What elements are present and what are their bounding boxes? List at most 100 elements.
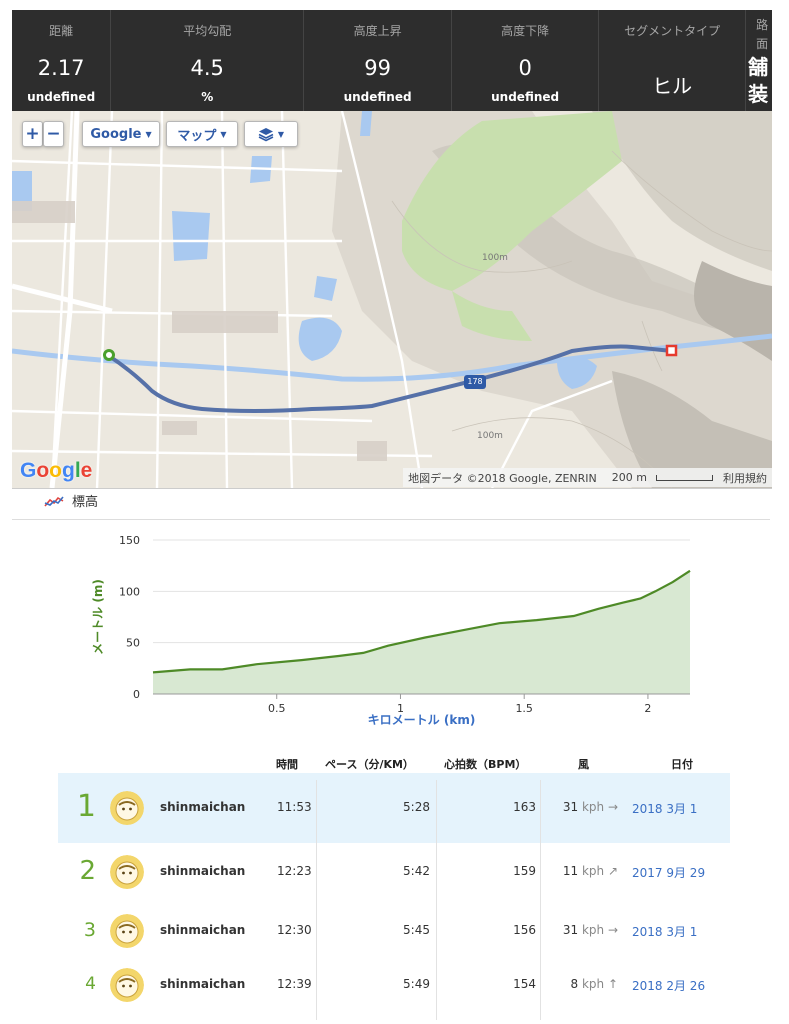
google-logo[interactable]: Google xyxy=(20,459,93,482)
activity-date-link[interactable]: 2017 9月 29 xyxy=(632,866,706,880)
stat-label: 平均勾配 xyxy=(183,24,232,38)
time-value: 12:30 xyxy=(277,923,312,937)
elevation-line xyxy=(152,569,691,674)
wind-unit: kph xyxy=(581,923,605,937)
map-terms-link[interactable]: 利用規約 xyxy=(723,471,767,485)
map-type-dropdown[interactable]: マップ ▼ xyxy=(166,121,238,147)
wind-speed: 11 xyxy=(562,864,579,878)
segment-map[interactable]: + − Google ▼ マップ ▼ ▼ 178 100m 100m Google … xyxy=(12,111,772,489)
time-value: 12:23 xyxy=(277,864,312,878)
athlete-name[interactable]: shinmaichan xyxy=(160,923,246,937)
zoom-in-button[interactable]: + xyxy=(22,121,43,147)
map-scale[interactable]: 200 m xyxy=(602,471,718,484)
scale-bar xyxy=(656,475,713,481)
heart-rate-value: 156 xyxy=(513,923,536,937)
rank-number: 4 xyxy=(85,974,96,995)
y-tick-label: 0 xyxy=(133,688,140,701)
x-tick-labels: 0.5 1 1.5 2 xyxy=(268,694,651,715)
x-tick-label: 2 xyxy=(644,702,651,715)
stat-value: 99 xyxy=(364,56,391,80)
heart-rate-value: 154 xyxy=(513,977,536,991)
elevation-icon xyxy=(44,495,64,507)
pace-value: 5:45 xyxy=(403,923,430,937)
activity-date-link[interactable]: 2018 3月 1 xyxy=(632,802,698,816)
avatar[interactable] xyxy=(110,914,144,948)
avatar[interactable] xyxy=(110,968,144,1002)
map-canvas[interactable] xyxy=(12,111,772,488)
table-row[interactable]: 4 shinmaichan 12:39 5:49 154 8 kph ↑ 2018 2月 2… xyxy=(58,960,730,1010)
table-row[interactable]: 2 shinmaichan 12:23 5:42 159 11 kph ↗ 2017 9月 … xyxy=(58,844,730,900)
wind-value: 31 kph → xyxy=(546,800,618,814)
athlete-name[interactable]: shinmaichan xyxy=(160,977,246,991)
wind-value: 8 kph ↑ xyxy=(546,977,618,991)
route-number-badge: 178 xyxy=(464,375,486,389)
contour-label: 100m xyxy=(477,431,503,441)
rank-number: 2 xyxy=(79,855,96,886)
section-divider xyxy=(12,519,770,520)
stat-label: 距離 xyxy=(49,24,74,38)
y-tick-labels: 0 50 100 150 xyxy=(119,534,140,701)
time-value: 12:39 xyxy=(277,977,312,991)
y-axis-label: メートル (m) xyxy=(91,579,105,655)
stat-elevation-loss: 高度下降 0 undefined xyxy=(452,10,600,111)
table-row[interactable]: 3 shinmaichan 12:30 5:45 156 31 kph → 2018 3月 … xyxy=(58,906,730,956)
wind-unit: kph xyxy=(581,800,605,814)
column-header-date[interactable]: 日付 xyxy=(671,758,693,771)
x-axis-label: キロメートル (km) xyxy=(368,713,476,727)
column-header-time[interactable]: 時間 xyxy=(276,758,298,771)
map-scale-label: 200 m xyxy=(611,471,647,484)
map-layers-dropdown[interactable]: ▼ xyxy=(244,121,298,147)
segment-route-line xyxy=(107,344,674,413)
map-provider-dropdown[interactable]: Google ▼ xyxy=(82,121,160,147)
column-separator xyxy=(316,780,317,1020)
map-provider-label: Google xyxy=(90,126,142,142)
elevation-chart[interactable]: 0 50 100 150 0.5 1 1.5 2 メートル (m) キロメートル (km) xyxy=(80,528,720,738)
time-value: 11:53 xyxy=(277,800,312,814)
zoom-out-button[interactable]: − xyxy=(43,121,64,147)
table-row[interactable]: 1 shinmaichan 11:53 5:28 163 31 kph → 2018 3月 … xyxy=(58,773,730,843)
wind-direction-icon: → xyxy=(607,923,618,937)
y-tick-label: 100 xyxy=(119,585,140,598)
activity-date-link[interactable]: 2018 2月 26 xyxy=(632,979,706,993)
avatar[interactable] xyxy=(110,791,144,825)
stat-value: 2.17 xyxy=(37,56,85,80)
athlete-name[interactable]: shinmaichan xyxy=(160,864,246,878)
column-header-wind[interactable]: 風 xyxy=(578,758,589,771)
y-tick-label: 50 xyxy=(126,637,140,650)
athlete-name[interactable]: shinmaichan xyxy=(160,800,246,814)
elevation-legend[interactable]: 標高 xyxy=(44,491,98,510)
x-tick-label: 1 xyxy=(397,702,404,715)
stat-label: 路面 xyxy=(756,18,769,51)
stat-value: ヒル xyxy=(652,74,693,98)
wind-unit: kph xyxy=(581,977,605,991)
rank-number: 1 xyxy=(76,789,96,825)
chevron-down-icon: ▼ xyxy=(145,129,152,139)
wind-speed: 8 xyxy=(570,977,579,991)
wind-direction-icon: → xyxy=(607,800,618,814)
stat-value: 0 xyxy=(518,56,532,80)
stat-surface: 路面 舗装 xyxy=(746,10,772,111)
avatar[interactable] xyxy=(110,855,144,889)
pace-value: 5:28 xyxy=(403,800,430,814)
stat-elevation-gain: 高度上昇 99 undefined xyxy=(304,10,453,111)
chevron-down-icon: ▼ xyxy=(220,129,227,139)
activity-date-link[interactable]: 2018 3月 1 xyxy=(632,925,698,939)
elevation-area xyxy=(153,570,690,694)
column-header-pace[interactable]: ペース（分/KM） xyxy=(325,758,414,771)
stat-label: 高度上昇 xyxy=(353,24,402,38)
x-tick-label: 1.5 xyxy=(515,702,533,715)
stat-unit: % xyxy=(201,90,214,104)
stat-value: 舗装 xyxy=(748,55,769,106)
stat-unit: undefined xyxy=(27,90,96,104)
route-end-marker xyxy=(665,344,678,357)
stat-label: セグメントタイプ xyxy=(624,24,721,38)
pace-value: 5:49 xyxy=(403,977,430,991)
heart-rate-value: 159 xyxy=(513,864,536,878)
stat-unit: undefined xyxy=(343,90,412,104)
stat-label: 高度下降 xyxy=(501,24,550,38)
stat-avg-grade: 平均勾配 4.5 % xyxy=(111,10,305,111)
column-header-heart-rate[interactable]: 心拍数（BPM） xyxy=(444,758,527,771)
map-attribution-bar: 地図データ ©2018 Google, ZENRIN 200 m 利用規約 xyxy=(403,468,772,487)
stat-value: 4.5 xyxy=(190,56,224,80)
rank-number: 3 xyxy=(83,919,96,942)
